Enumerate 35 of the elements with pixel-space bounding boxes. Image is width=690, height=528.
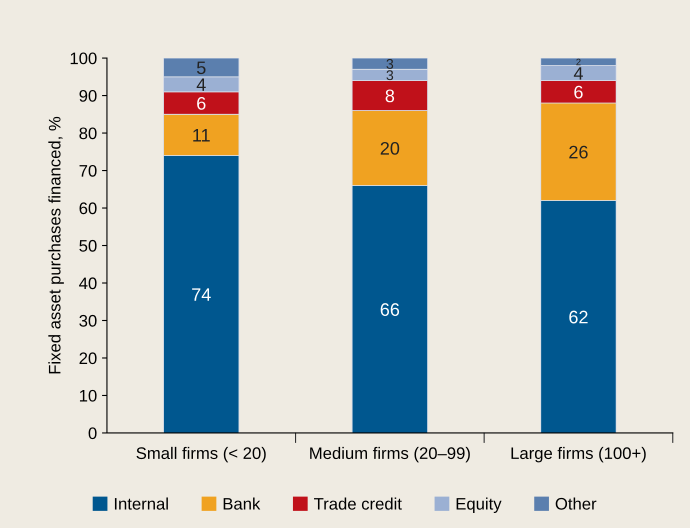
data-label: 6 — [574, 86, 583, 99]
y-tick-label: 20 — [80, 352, 97, 364]
x-tick-label: Small firms (< 20) — [136, 446, 266, 462]
data-label: 3 — [386, 58, 394, 69]
data-label: 5 — [196, 62, 206, 74]
data-label: 2 — [576, 58, 581, 66]
legend-label: Equity — [456, 497, 502, 513]
data-label: 66 — [380, 303, 400, 316]
y-tick-label: 100 — [70, 52, 97, 64]
y-tick-label: 60 — [80, 202, 97, 214]
data-label: 74 — [192, 288, 211, 301]
data-label: 3 — [386, 70, 394, 80]
y-tick-label: 10 — [80, 390, 97, 402]
data-label: 62 — [569, 310, 588, 324]
data-label: 8 — [386, 90, 394, 102]
data-label: 4 — [574, 67, 583, 80]
y-axis-title: Fixed asset purchases financed, % — [48, 116, 64, 374]
legend-label: Bank — [224, 497, 260, 510]
data-label: 11 — [193, 129, 210, 142]
data-label: 20 — [380, 142, 400, 155]
y-tick-label: 70 — [80, 164, 97, 177]
legend-label: Trade credit — [314, 497, 402, 510]
y-tick-label: 30 — [79, 314, 97, 327]
data-label: 6 — [197, 97, 206, 110]
data-label: 26 — [569, 146, 588, 159]
legend-label: Internal — [114, 497, 168, 510]
data-label: 4 — [196, 78, 206, 91]
x-tick-label: Large firms (100+) — [512, 446, 646, 462]
legend-label: Other — [556, 497, 596, 510]
y-tick-label: 80 — [79, 127, 97, 140]
y-tick-label: 50 — [79, 240, 97, 252]
x-tick-label: Medium firms (20–99) — [310, 446, 470, 462]
y-tick-label: 0 — [88, 427, 97, 440]
y-tick-label: 90 — [79, 90, 97, 102]
y-tick-label: 40 — [79, 277, 97, 290]
